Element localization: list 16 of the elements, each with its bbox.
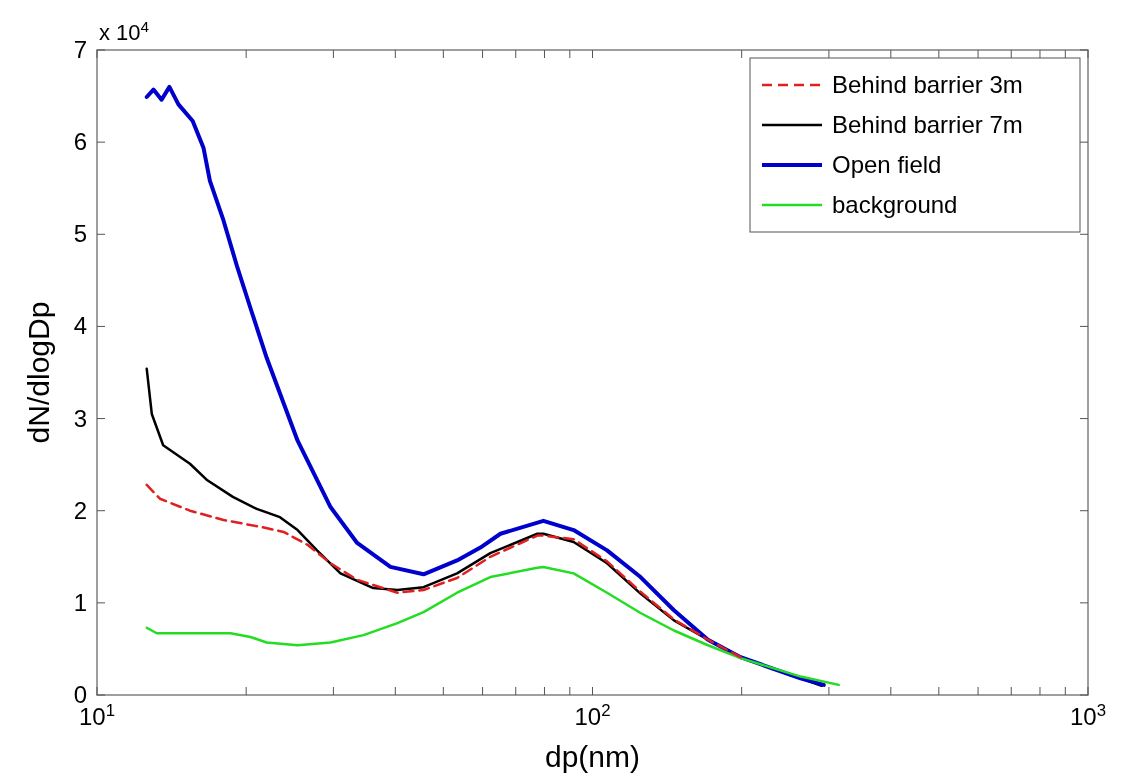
- y-tick-label: 5: [73, 220, 87, 248]
- y-tick-label: 1: [73, 588, 87, 616]
- text: x 10$^{4}$: [99, 17, 150, 45]
- y-axis-title: dN/dlogDp: [22, 301, 55, 444]
- y-tick-label: 2: [73, 496, 87, 524]
- x-axis-title: dp(nm): [544, 740, 641, 773]
- y-tick-label: 4: [73, 312, 87, 340]
- y-tick-label: 7: [73, 36, 87, 63]
- x-tick-label: 10$^{3}$: [1069, 700, 1107, 730]
- y-tick-label: 6: [73, 128, 87, 156]
- legend-label: Behind barrier 3m: [832, 71, 1023, 98]
- legend-label: background: [832, 191, 958, 218]
- x-tick-label: 10$^{2}$: [574, 700, 611, 730]
- y-tick-label: 3: [73, 404, 87, 432]
- legend-label: Open field: [832, 151, 942, 178]
- legend-label: Behind barrier 7m: [832, 111, 1023, 138]
